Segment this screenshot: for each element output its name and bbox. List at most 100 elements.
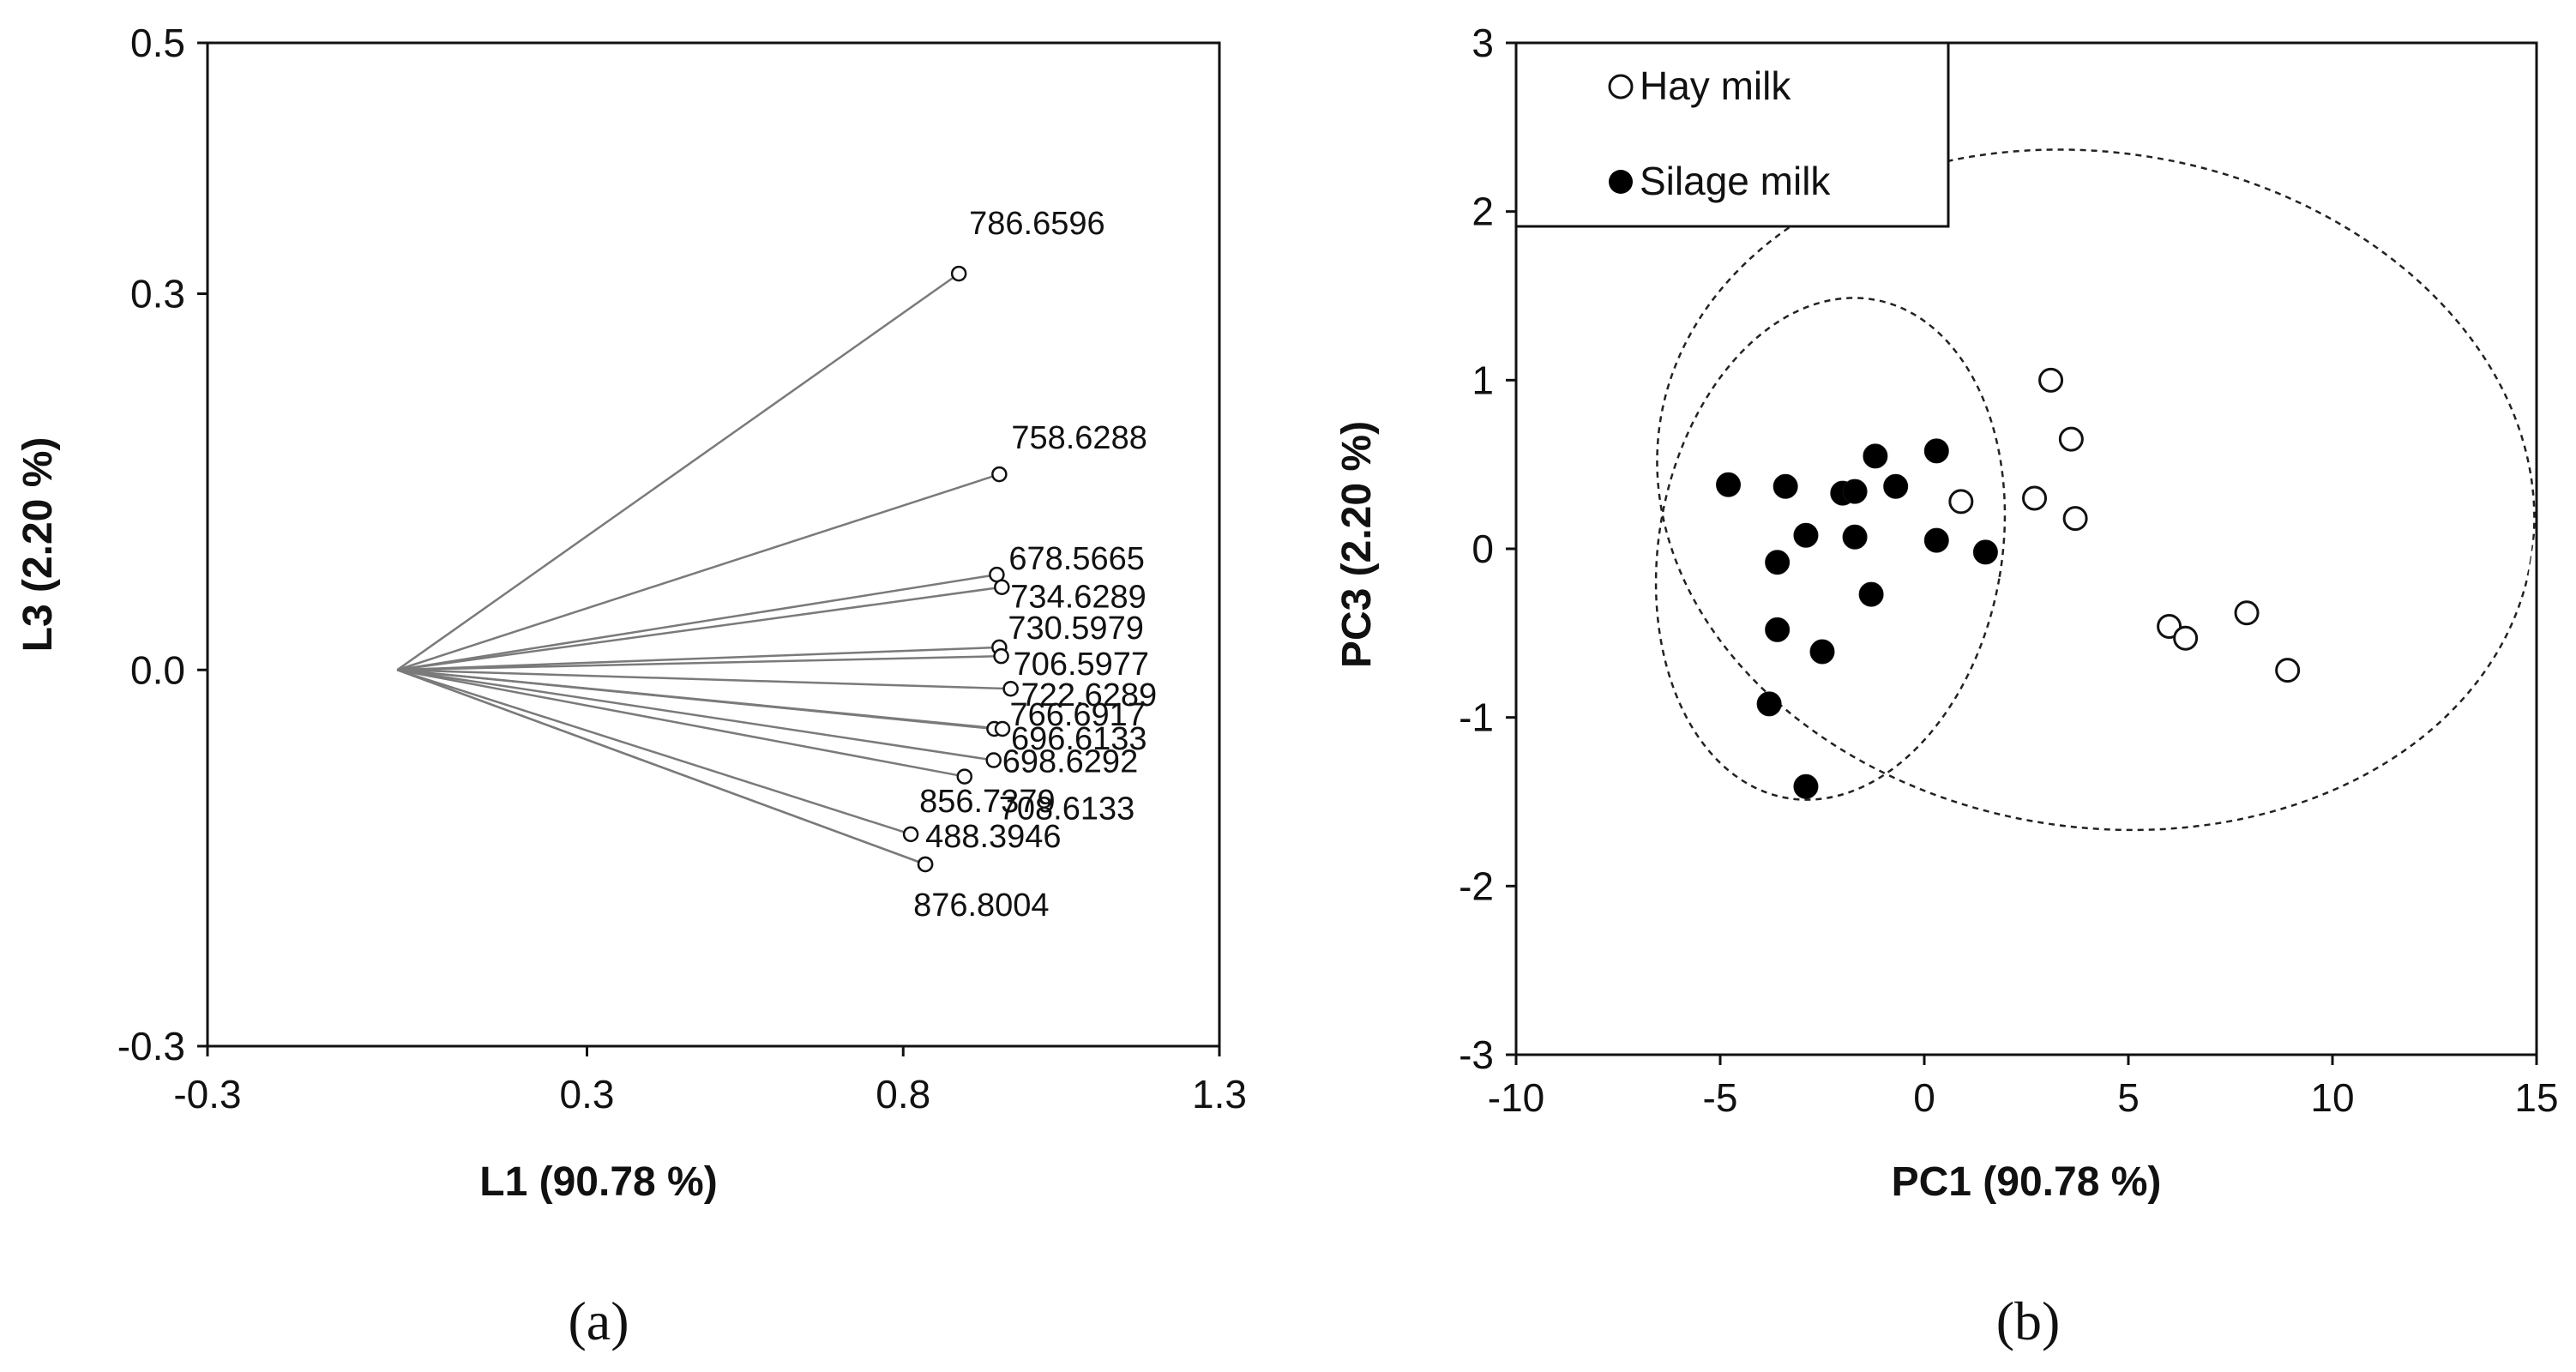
loading-label: 678.5665	[1008, 541, 1145, 577]
loading-label: 722.6289	[1021, 677, 1158, 713]
silage-milk-point	[1923, 438, 1949, 464]
panel-b-y-axis-title: PC3 (2.20 %)	[1334, 421, 1380, 668]
loading-point	[994, 720, 1011, 737]
panel-a-x-axis-title: L1 (90.78 %)	[479, 1159, 717, 1205]
panel-a-vectors	[396, 273, 1011, 866]
hay-milk-point	[2038, 367, 2064, 393]
loading-label: 758.6288	[1011, 420, 1147, 456]
panel-a-points	[902, 265, 1019, 873]
y-tick-label: 0.0	[130, 647, 185, 692]
legend-box	[1514, 41, 1950, 228]
x-tick-label: 5	[2117, 1075, 2140, 1120]
legend-open-circle-marker	[1608, 74, 1634, 99]
y-tick-label: -1	[1459, 695, 1494, 740]
silage-milk-point	[1842, 524, 1868, 550]
x-tick-label: 1.3	[1192, 1072, 1247, 1116]
x-tick-label: 0.3	[560, 1072, 615, 1116]
loading-label: 696.6133	[1011, 721, 1147, 757]
loading-vector	[397, 669, 994, 761]
y-tick-label: 0	[1472, 527, 1494, 571]
silage-milk-point	[1972, 539, 1998, 565]
loading-label: 786.6596	[969, 206, 1105, 242]
hay-milk-point	[2173, 625, 2199, 651]
y-tick-label: 2	[1472, 190, 1494, 234]
y-tick-label: 3	[1472, 21, 1494, 65]
x-tick-label: 10	[2310, 1075, 2354, 1120]
loading-label: 708.6133	[999, 791, 1135, 827]
panel-b-legend: Hay milk Silage milk	[1514, 41, 1950, 228]
loading-point	[994, 579, 1010, 595]
x-tick-label: -10	[1488, 1075, 1544, 1120]
panel-a-point-labels: 786.6596 758.6288 678.5665734.6289730.5979…	[913, 206, 1157, 924]
loading-vector	[397, 669, 1011, 690]
hay-milk-point	[2234, 600, 2260, 626]
loading-point	[950, 265, 967, 282]
loading-vector	[396, 472, 1000, 671]
silage-milk-point	[1773, 473, 1798, 499]
loading-label: 706.5977	[1014, 647, 1150, 683]
panel-a-y-ticks: -0.3 0.0 0.3 0.5	[117, 21, 208, 1068]
loading-point	[917, 856, 934, 873]
loading-vector	[397, 573, 997, 671]
loading-label: 766.6917	[1009, 697, 1146, 733]
panel-a-plot-frame	[206, 41, 1221, 1048]
panel-b-caption: (b)	[1996, 1291, 2061, 1351]
loading-vector	[397, 669, 1003, 731]
y-tick-label: 0.3	[130, 272, 185, 316]
hay-milk-point	[1948, 489, 1974, 514]
panel-b-x-axis-title: PC1 (90.78 %)	[1892, 1159, 2162, 1205]
legend-filled-circle-marker	[1609, 170, 1633, 194]
silage-milk-point	[1842, 478, 1868, 504]
silage-milk-point	[1863, 443, 1888, 469]
hay-milk-point	[2275, 658, 2301, 683]
loading-label: 734.6289	[1010, 580, 1147, 616]
loading-point	[985, 752, 1002, 768]
y-tick-label: -3	[1459, 1032, 1494, 1077]
loading-label: 730.5979	[1008, 611, 1144, 647]
confidence-ellipse	[1656, 148, 2536, 832]
silage-milk-point	[1793, 773, 1819, 799]
hay-milk-point	[2022, 485, 2048, 511]
hay-milk-point	[2058, 426, 2084, 452]
silage-milk-point	[1793, 522, 1819, 548]
legend-label-hay-milk: Hay milk	[1640, 63, 1791, 108]
loading-point	[993, 647, 1009, 665]
panel-a-loading-plot: 786.6596 758.6288 678.5665734.6289730.5979…	[15, 21, 1247, 1351]
panel-b-x-ticks: -10 -5 0 5 10 15	[1488, 1055, 2559, 1120]
hay-milk-point	[2062, 506, 2088, 532]
loading-point	[1002, 680, 1019, 697]
y-tick-label: -2	[1459, 864, 1494, 908]
panel-a-caption: (a)	[568, 1291, 629, 1351]
y-tick-label: 0.5	[130, 21, 185, 65]
silage-milk-point	[1765, 617, 1791, 642]
loading-vector	[396, 669, 912, 836]
panel-b-y-ticks: -3 -2 -1 0 1 2 3	[1459, 21, 1516, 1077]
loading-point	[956, 768, 973, 785]
loading-vector	[397, 654, 1002, 671]
loading-label: 698.6292	[1002, 744, 1139, 780]
silage-milk-point	[1765, 550, 1791, 575]
y-tick-label: 1	[1472, 358, 1494, 402]
x-tick-label: -5	[1703, 1075, 1738, 1120]
x-tick-label: 15	[2514, 1075, 2558, 1120]
loading-vector	[397, 646, 1000, 671]
silage-milk-point	[1809, 639, 1835, 665]
x-tick-label: 0	[1913, 1075, 1935, 1120]
loading-vector	[396, 273, 960, 671]
x-tick-label: -0.3	[173, 1072, 241, 1116]
silage-milk-point	[1756, 691, 1782, 717]
panel-b-points	[1716, 367, 2301, 799]
x-tick-label: 0.8	[876, 1072, 930, 1116]
silage-milk-point	[1923, 527, 1949, 553]
silage-milk-point	[1716, 472, 1742, 497]
silage-milk-point	[1858, 581, 1884, 607]
loading-label: 876.8004	[913, 888, 1050, 924]
y-tick-label: -0.3	[117, 1024, 185, 1068]
silage-milk-point	[1883, 473, 1909, 499]
loading-point	[902, 826, 919, 843]
loading-vector	[396, 669, 926, 866]
loading-label: 488.3946	[925, 819, 1062, 855]
panel-a-x-ticks: -0.3 0.3 0.8 1.3	[173, 1046, 1247, 1116]
loading-vector	[397, 586, 1002, 671]
